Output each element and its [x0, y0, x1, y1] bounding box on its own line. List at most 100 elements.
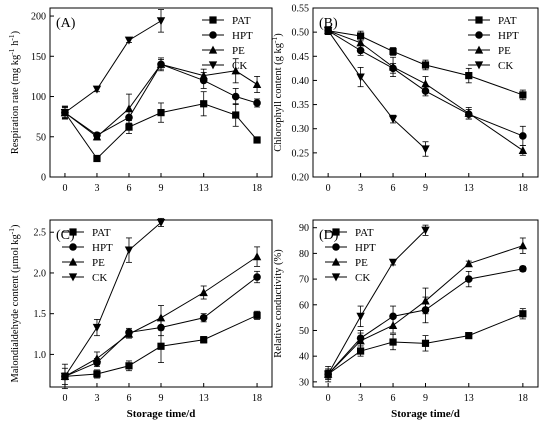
- data-point: [519, 310, 527, 318]
- data-point: [323, 27, 333, 36]
- series-line: [327, 30, 524, 137]
- x-tick-label: 18: [518, 183, 528, 194]
- data-point: [125, 362, 133, 370]
- series-line: [327, 30, 524, 151]
- x-tick-label: 18: [518, 393, 528, 404]
- y-tick-label: 0.50: [292, 28, 310, 39]
- legend-marker: [475, 31, 483, 39]
- series-line: [327, 245, 524, 375]
- data-point: [93, 154, 101, 163]
- x-tick-label: 0: [326, 393, 331, 404]
- data-point: [156, 218, 166, 227]
- legend-marker: [332, 228, 340, 236]
- y-axis-label-part: ): [10, 30, 21, 34]
- x-tick-label: 6: [391, 393, 396, 404]
- y-tick-label: 0.55: [292, 4, 310, 15]
- x-tick-label: 3: [94, 393, 99, 404]
- data-point: [60, 109, 70, 118]
- data-point: [156, 17, 166, 26]
- series-ck: [323, 224, 430, 383]
- x-tick-label: 3: [358, 183, 363, 194]
- y-tick-label: 60: [299, 300, 309, 311]
- data-point: [253, 311, 261, 319]
- panel-label: (B): [319, 16, 338, 31]
- y-tick-label: 0.30: [292, 124, 310, 135]
- legend-label: PAT: [232, 15, 251, 27]
- legend-marker: [68, 257, 78, 266]
- data-point: [519, 91, 527, 99]
- data-point: [199, 71, 208, 80]
- series-line: [64, 314, 258, 377]
- data-point: [356, 347, 365, 355]
- data-point: [518, 241, 528, 250]
- series-line: [64, 63, 258, 136]
- data-point: [124, 104, 134, 113]
- data-point: [389, 47, 397, 56]
- series-line: [327, 30, 426, 150]
- series-ck: [60, 217, 166, 390]
- y-tick-label: 0: [41, 173, 46, 184]
- legend-marker: [474, 61, 484, 70]
- y-tick-label: 70: [299, 275, 309, 286]
- y-tick-label: 1.0: [34, 350, 47, 361]
- data-point: [157, 109, 165, 117]
- x-tick-label: 3: [94, 183, 99, 194]
- y-axis-label: Malondialdehyde content (μmol kg-1): [7, 224, 21, 382]
- y-tick-label: 90: [299, 223, 309, 234]
- y-tick-label: 50: [36, 132, 46, 143]
- legend-label: PE: [355, 257, 368, 269]
- series-line: [328, 30, 524, 96]
- legend-marker: [209, 31, 217, 39]
- data-point: [421, 296, 430, 305]
- x-tick-label: 0: [326, 183, 331, 194]
- legend-label: PE: [498, 45, 511, 57]
- y-axis-label: Chlorophyll content (g kg-1): [270, 33, 284, 152]
- chart-panel-c: 0 3 6 9 13 181.01.52.02.5 (C)Storage time/dMal…: [7, 217, 273, 420]
- y-axis-label: Respiration rate (mg kg-1 h-1): [7, 30, 21, 154]
- x-tick-label: 13: [199, 393, 209, 404]
- y-axis-label-part: h: [10, 40, 21, 49]
- data-point: [421, 339, 430, 347]
- x-axis-label: Storage time/d: [127, 408, 196, 420]
- y-tick-label: 150: [31, 52, 46, 63]
- legend-marker: [208, 61, 218, 70]
- y-tick-label: 100: [31, 92, 46, 103]
- data-point: [388, 62, 398, 71]
- series-line: [64, 222, 162, 377]
- y-tick-label: 30: [299, 377, 309, 388]
- series-line: [64, 276, 258, 377]
- y-tick-label: 50: [299, 326, 309, 337]
- y-axis-label-superscript: -1: [7, 34, 16, 40]
- data-point: [60, 372, 70, 381]
- y-axis-label-part: ): [273, 33, 284, 37]
- data-point: [421, 145, 430, 154]
- legend-label: CK: [498, 60, 513, 72]
- series-line: [64, 256, 258, 377]
- y-axis-label-part: ): [10, 224, 21, 228]
- x-axis-label: Storage time/d: [391, 408, 460, 420]
- data-point: [124, 246, 134, 255]
- data-point: [199, 288, 208, 297]
- data-point: [465, 332, 473, 340]
- panel-label: (A): [56, 16, 76, 31]
- data-point: [200, 100, 208, 108]
- data-point: [92, 132, 102, 141]
- y-axis-label-part: Respiration rate (mg kg: [10, 54, 21, 154]
- legend-marker: [331, 257, 341, 266]
- legend-marker: [209, 16, 217, 24]
- legend-marker: [331, 273, 341, 282]
- y-axis-label-superscript: -1: [7, 228, 16, 234]
- legend-label: PAT: [355, 227, 374, 239]
- legend-label: HPT: [355, 242, 376, 254]
- data-point: [253, 273, 261, 281]
- legend-marker: [208, 45, 218, 54]
- y-tick-label: 0.35: [292, 100, 310, 111]
- data-point: [156, 313, 166, 322]
- series-pat: [61, 91, 261, 163]
- data-point: [93, 370, 101, 378]
- data-point: [421, 226, 430, 235]
- x-tick-label: 9: [159, 393, 164, 404]
- data-point: [356, 336, 365, 345]
- data-point: [232, 111, 240, 119]
